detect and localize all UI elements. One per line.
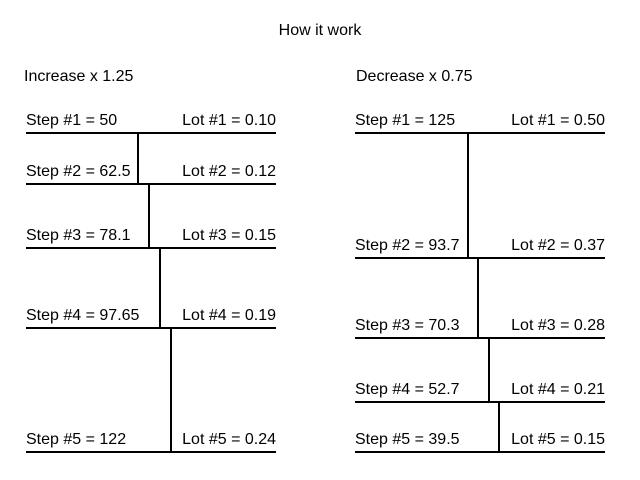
increase-step-2-line	[26, 183, 276, 185]
decrease-lot-3-label: Lot #3 = 0.28	[511, 317, 605, 334]
increase-step-1-label: Step #1 = 50	[26, 112, 118, 129]
increase-step-5-label: Step #5 = 122	[26, 431, 127, 448]
increase-step-3-line	[26, 247, 276, 249]
decrease-heading: Decrease x 0.75	[356, 68, 473, 85]
decrease-connector-4	[498, 402, 500, 452]
decrease-step-3-label: Step #3 = 70.3	[355, 317, 460, 334]
decrease-step-4-line	[355, 401, 605, 403]
decrease-step-1-line	[355, 132, 605, 134]
decrease-step-5-line	[355, 451, 605, 453]
decrease-step-2-line	[355, 257, 605, 259]
decrease-lot-4-label: Lot #4 = 0.21	[511, 381, 605, 398]
increase-connector-3	[159, 248, 161, 328]
decrease-connector-1	[467, 133, 469, 258]
increase-step-4-line	[26, 327, 276, 329]
increase-lot-1-label: Lot #1 = 0.10	[182, 112, 276, 129]
increase-connector-4	[170, 328, 172, 452]
decrease-step-3-line	[355, 337, 605, 339]
decrease-lot-1-label: Lot #1 = 0.50	[511, 112, 605, 129]
increase-lot-3-label: Lot #3 = 0.15	[182, 227, 276, 244]
increase-step-3-label: Step #3 = 78.1	[26, 227, 131, 244]
decrease-lot-5-label: Lot #5 = 0.15	[511, 431, 605, 448]
decrease-step-5-label: Step #5 = 39.5	[355, 431, 460, 448]
decrease-lot-2-label: Lot #2 = 0.37	[511, 237, 605, 254]
decrease-step-2-label: Step #2 = 93.7	[355, 237, 460, 254]
diagram-title: How it work	[278, 22, 362, 39]
decrease-step-1-label: Step #1 = 125	[355, 112, 456, 129]
increase-step-1-line	[26, 132, 276, 134]
decrease-connector-2	[477, 258, 479, 338]
decrease-step-4-label: Step #4 = 52.7	[355, 381, 460, 398]
increase-lot-2-label: Lot #2 = 0.12	[182, 163, 276, 180]
decrease-connector-3	[488, 338, 490, 402]
increase-step-2-label: Step #2 = 62.5	[26, 163, 131, 180]
increase-heading: Increase x 1.25	[24, 68, 134, 85]
increase-step-4-label: Step #4 = 97.65	[26, 307, 140, 324]
increase-step-5-line	[26, 451, 276, 453]
increase-lot-4-label: Lot #4 = 0.19	[182, 307, 276, 324]
increase-connector-1	[137, 133, 139, 184]
increase-connector-2	[148, 184, 150, 248]
increase-lot-5-label: Lot #5 = 0.24	[182, 431, 276, 448]
